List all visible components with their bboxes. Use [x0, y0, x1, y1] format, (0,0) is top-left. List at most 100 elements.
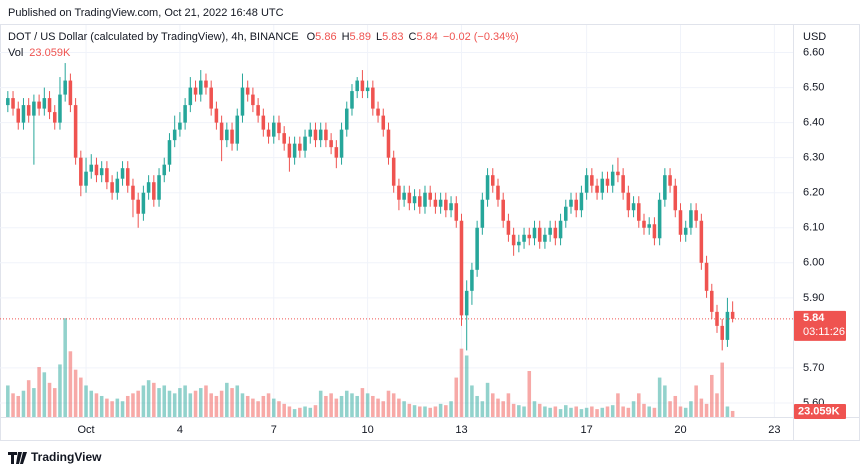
y-tick-label: 6.00 [803, 257, 824, 269]
volume-layer [6, 318, 735, 417]
candle-body [537, 227, 542, 242]
candle-body [459, 220, 464, 316]
volume-bar [261, 395, 266, 417]
candle-body [219, 122, 224, 141]
candle-body [438, 199, 443, 207]
candle-body [240, 87, 245, 116]
volume-bar [99, 395, 104, 417]
volume-bar [496, 398, 500, 417]
x-tick-label: 7 [271, 424, 277, 436]
y-tick-label: 5.90 [803, 292, 824, 304]
volume-bar [73, 369, 78, 417]
volume-bar [464, 355, 469, 417]
candle-body [266, 129, 271, 137]
last-price-label: 5.84 [803, 312, 825, 324]
volume-bar [590, 406, 594, 417]
volume-value: 23.059K [29, 47, 71, 59]
candle-body [157, 175, 161, 200]
volume-bar [11, 393, 15, 417]
volume-bar [616, 393, 620, 417]
volume-bar [251, 398, 255, 417]
volume-bar [365, 393, 370, 417]
volume-bar [673, 395, 678, 417]
candle-body [699, 220, 704, 263]
volume-bar [58, 364, 62, 417]
volume-bar [725, 406, 730, 417]
volume-bar [715, 393, 719, 417]
candle-body [730, 311, 735, 319]
x-tick-label: 23 [768, 424, 780, 436]
candle-body [292, 143, 297, 158]
volume-bar [6, 385, 10, 417]
candle-body [84, 171, 88, 186]
volume-bar [381, 401, 386, 417]
candle-body [470, 269, 474, 291]
candle-body [313, 129, 318, 141]
candle-body [715, 311, 719, 326]
candle-body [318, 129, 323, 141]
candle-body [329, 140, 333, 148]
volume-bar [68, 351, 73, 417]
volume-bar [730, 410, 735, 417]
volume-bar [350, 393, 354, 417]
volume-bar [637, 393, 641, 417]
volume-bar [412, 405, 417, 417]
volume-bar [522, 406, 526, 417]
candle-body [694, 210, 698, 221]
candle-body [131, 185, 135, 200]
candle-body [230, 129, 234, 144]
volume-bar [642, 403, 646, 417]
y-tick-label: 6.30 [803, 152, 824, 164]
candle-body [725, 311, 730, 340]
legend-ohlc-value: 5.89 [350, 31, 371, 43]
candle-body [115, 178, 120, 193]
candle-body [344, 108, 349, 130]
candle-body [68, 80, 73, 106]
volume-bar [475, 395, 479, 417]
volume-bar [105, 398, 109, 417]
candle-body [21, 105, 26, 123]
volume-bar [517, 405, 521, 417]
currency-label: USD [803, 31, 826, 43]
volume-bar [668, 401, 672, 417]
candle-body [58, 94, 62, 123]
candle-body [652, 224, 657, 239]
y-tick-label: 6.20 [803, 187, 824, 199]
last-volume-label: 23.059K [798, 405, 840, 417]
volume-bar [683, 407, 688, 417]
candle-body [689, 210, 693, 228]
volume-bar [532, 401, 537, 417]
candle-body [6, 98, 10, 106]
volume-bar [256, 401, 260, 417]
volume-bar [694, 385, 698, 417]
volume-bar [214, 395, 219, 417]
candle-body [16, 108, 21, 123]
candle-body [26, 105, 31, 116]
candle-body [204, 80, 208, 88]
volume-bar [303, 406, 307, 417]
candle-body [647, 224, 651, 228]
x-tick-label: 13 [455, 424, 467, 436]
volume-bar [371, 395, 375, 417]
candle-body [631, 203, 636, 211]
volume-bar [626, 407, 631, 417]
volume-bar [183, 385, 187, 417]
volume-bar [63, 318, 67, 417]
candle-body [11, 98, 15, 109]
candle-body [454, 203, 459, 221]
last-volume-box [794, 403, 846, 419]
volume-bar [282, 403, 286, 417]
candle-body [532, 227, 537, 239]
y-tick-label: 6.50 [803, 81, 824, 93]
candle-body [47, 98, 52, 113]
volume-bar [52, 388, 57, 417]
volume-bar [480, 401, 485, 417]
legend-ohlc-key: H [342, 31, 350, 43]
candle-body [324, 129, 328, 141]
volume-bar [595, 409, 599, 417]
candle-body [298, 143, 302, 151]
volume-bar [537, 403, 542, 417]
volume-bar [277, 401, 281, 417]
volume-bar [298, 407, 302, 417]
candle-body [506, 220, 511, 235]
